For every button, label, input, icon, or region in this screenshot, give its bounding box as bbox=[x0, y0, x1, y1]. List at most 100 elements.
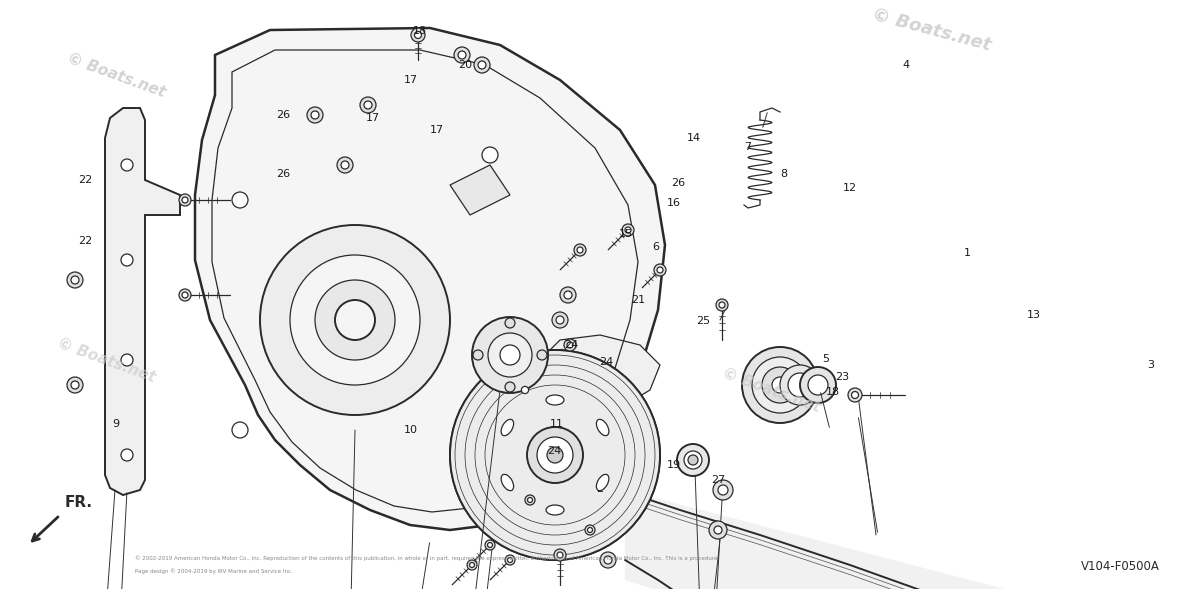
Circle shape bbox=[800, 367, 835, 403]
Text: 24: 24 bbox=[564, 340, 578, 349]
Polygon shape bbox=[195, 28, 666, 530]
Text: 18: 18 bbox=[413, 26, 427, 35]
Circle shape bbox=[71, 276, 79, 284]
Circle shape bbox=[625, 227, 631, 233]
Text: 1: 1 bbox=[964, 249, 971, 258]
Circle shape bbox=[312, 111, 319, 119]
Circle shape bbox=[341, 161, 349, 169]
Circle shape bbox=[808, 375, 828, 395]
Circle shape bbox=[557, 552, 563, 558]
Text: 12: 12 bbox=[843, 184, 857, 193]
Circle shape bbox=[688, 455, 699, 465]
Text: 18: 18 bbox=[826, 387, 840, 396]
Circle shape bbox=[588, 528, 592, 532]
Circle shape bbox=[657, 267, 663, 273]
Circle shape bbox=[537, 437, 573, 473]
Circle shape bbox=[848, 388, 863, 402]
Circle shape bbox=[684, 451, 702, 469]
Text: 15: 15 bbox=[618, 230, 632, 239]
Text: 27: 27 bbox=[712, 475, 726, 485]
Circle shape bbox=[564, 339, 576, 351]
Circle shape bbox=[478, 61, 486, 69]
Circle shape bbox=[463, 422, 478, 438]
Circle shape bbox=[232, 422, 248, 438]
Circle shape bbox=[742, 347, 818, 423]
Circle shape bbox=[472, 317, 548, 393]
Text: 19: 19 bbox=[667, 461, 681, 470]
Circle shape bbox=[752, 357, 808, 413]
Circle shape bbox=[458, 51, 466, 59]
Circle shape bbox=[182, 292, 188, 298]
Circle shape bbox=[522, 386, 529, 393]
Circle shape bbox=[315, 280, 395, 360]
Circle shape bbox=[677, 444, 709, 476]
Circle shape bbox=[788, 373, 812, 397]
Circle shape bbox=[182, 197, 188, 203]
Circle shape bbox=[599, 552, 616, 568]
Circle shape bbox=[71, 381, 79, 389]
Text: 6: 6 bbox=[653, 243, 660, 252]
Text: 13: 13 bbox=[1027, 310, 1041, 320]
Text: 26: 26 bbox=[671, 178, 686, 187]
Text: V104-F0500A: V104-F0500A bbox=[1081, 560, 1160, 573]
Circle shape bbox=[716, 299, 728, 311]
Text: 20: 20 bbox=[458, 60, 472, 70]
Text: 14: 14 bbox=[687, 134, 701, 143]
Circle shape bbox=[713, 480, 733, 500]
Text: 23: 23 bbox=[835, 372, 850, 382]
Circle shape bbox=[414, 31, 421, 38]
Text: 17: 17 bbox=[366, 113, 380, 123]
Text: 25: 25 bbox=[696, 316, 710, 326]
Text: 21: 21 bbox=[631, 296, 645, 305]
Text: 16: 16 bbox=[667, 198, 681, 208]
Circle shape bbox=[709, 521, 727, 539]
Circle shape bbox=[553, 549, 566, 561]
Text: 10: 10 bbox=[404, 425, 418, 435]
Ellipse shape bbox=[502, 474, 513, 491]
Circle shape bbox=[232, 192, 248, 208]
Text: 3: 3 bbox=[1147, 360, 1154, 370]
Circle shape bbox=[622, 224, 634, 236]
Circle shape bbox=[360, 97, 376, 113]
Circle shape bbox=[122, 354, 133, 366]
Ellipse shape bbox=[596, 474, 609, 491]
Circle shape bbox=[717, 485, 728, 495]
Circle shape bbox=[307, 107, 323, 123]
Circle shape bbox=[604, 556, 612, 564]
Text: 9: 9 bbox=[112, 419, 119, 429]
Text: 26: 26 bbox=[276, 169, 290, 178]
Text: 8: 8 bbox=[780, 169, 787, 178]
Circle shape bbox=[564, 291, 572, 299]
Circle shape bbox=[852, 392, 859, 399]
Circle shape bbox=[450, 350, 660, 560]
Text: FR.: FR. bbox=[65, 495, 93, 510]
Circle shape bbox=[485, 540, 494, 550]
Circle shape bbox=[260, 225, 450, 415]
Circle shape bbox=[552, 312, 568, 328]
Circle shape bbox=[585, 525, 595, 535]
Ellipse shape bbox=[546, 395, 564, 405]
Circle shape bbox=[363, 101, 372, 109]
Circle shape bbox=[527, 427, 583, 483]
Text: 22: 22 bbox=[78, 175, 92, 184]
Circle shape bbox=[489, 333, 532, 377]
Text: 24: 24 bbox=[599, 358, 614, 367]
Circle shape bbox=[179, 289, 191, 301]
Polygon shape bbox=[518, 382, 532, 398]
Circle shape bbox=[507, 558, 512, 562]
Circle shape bbox=[290, 255, 420, 385]
Circle shape bbox=[505, 318, 514, 328]
Circle shape bbox=[568, 342, 573, 348]
Polygon shape bbox=[105, 108, 181, 495]
Circle shape bbox=[470, 562, 474, 567]
Text: 22: 22 bbox=[78, 237, 92, 246]
Circle shape bbox=[505, 382, 514, 392]
Circle shape bbox=[179, 194, 191, 206]
Circle shape bbox=[762, 367, 798, 403]
Ellipse shape bbox=[596, 419, 609, 436]
Circle shape bbox=[780, 365, 820, 405]
Ellipse shape bbox=[546, 505, 564, 515]
Circle shape bbox=[67, 377, 83, 393]
Circle shape bbox=[500, 345, 520, 365]
Circle shape bbox=[527, 498, 532, 502]
